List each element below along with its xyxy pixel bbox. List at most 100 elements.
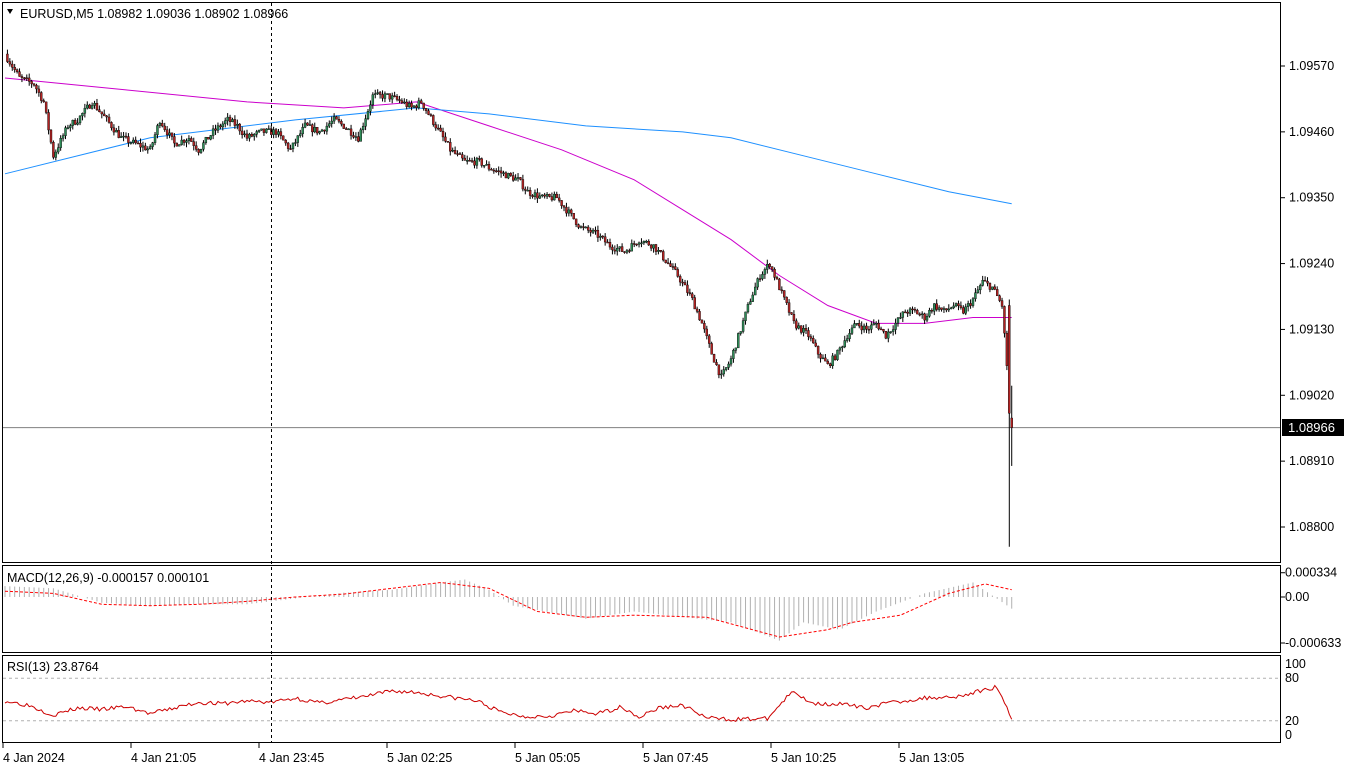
bear-candle bbox=[693, 297, 696, 310]
bear-candle bbox=[52, 142, 55, 158]
rsi-pane[interactable] bbox=[2, 655, 1281, 743]
price-y-tick-label: 1.09350 bbox=[1289, 191, 1334, 205]
bear-candle bbox=[671, 266, 675, 268]
bear-candle bbox=[785, 296, 788, 303]
bear-candle bbox=[608, 242, 612, 248]
bear-candle bbox=[904, 311, 907, 314]
bear-candle bbox=[647, 240, 650, 246]
bull-candle bbox=[599, 235, 602, 238]
bear-candle bbox=[107, 116, 111, 123]
bear-candle bbox=[860, 325, 863, 331]
bear-candle bbox=[940, 307, 943, 310]
bear-candle bbox=[98, 109, 101, 113]
bear-candle bbox=[773, 269, 776, 278]
bull-candle bbox=[831, 355, 834, 367]
bull-candle bbox=[567, 209, 571, 214]
bear-candle bbox=[393, 95, 396, 97]
bear-candle bbox=[170, 132, 174, 137]
bear-candle bbox=[6, 53, 9, 62]
bear-candle bbox=[531, 195, 534, 197]
bear-candle bbox=[342, 123, 345, 129]
bull-candle bbox=[618, 246, 621, 249]
bear-candle bbox=[28, 77, 31, 82]
bear-candle bbox=[15, 69, 19, 72]
dropdown-triangle-icon[interactable] bbox=[7, 9, 13, 14]
bear-candle bbox=[816, 345, 820, 355]
bear-candle bbox=[923, 313, 926, 321]
bear-candle bbox=[550, 196, 554, 201]
bear-candle bbox=[703, 323, 706, 330]
bull-candle bbox=[248, 133, 251, 139]
bull-candle bbox=[870, 324, 873, 330]
bull-candle bbox=[57, 147, 60, 153]
bear-candle bbox=[105, 115, 108, 118]
bull-candle bbox=[642, 240, 646, 244]
bull-candle bbox=[727, 363, 730, 368]
bear-candle bbox=[594, 229, 597, 232]
bear-candle bbox=[335, 116, 338, 120]
bull-candle bbox=[371, 94, 375, 105]
bull-candle bbox=[579, 226, 583, 228]
bull-candle bbox=[231, 119, 234, 123]
x-tick-label: 5 Jan 07:45 bbox=[643, 751, 708, 765]
bear-candle bbox=[456, 153, 459, 155]
bear-candle bbox=[780, 289, 784, 292]
bear-candle bbox=[577, 224, 580, 228]
bear-candle bbox=[996, 289, 999, 297]
bear-candle bbox=[436, 127, 440, 130]
bear-candle bbox=[681, 281, 684, 284]
bear-candle bbox=[20, 76, 24, 78]
bear-candle bbox=[95, 102, 99, 110]
bear-candle bbox=[487, 164, 491, 170]
bull-candle bbox=[71, 119, 74, 126]
bear-candle bbox=[930, 309, 934, 312]
bear-candle bbox=[587, 226, 590, 231]
bull-candle bbox=[180, 139, 183, 145]
x-tick-label: 5 Jan 13:05 bbox=[899, 751, 964, 765]
bear-candle bbox=[473, 160, 476, 166]
macd-pane[interactable] bbox=[2, 565, 1281, 653]
bear-candle bbox=[429, 114, 433, 116]
bear-candle bbox=[233, 119, 237, 126]
bear-candle bbox=[819, 354, 822, 359]
bull-candle bbox=[383, 93, 387, 99]
bear-candle bbox=[710, 343, 713, 355]
bear-candle bbox=[613, 249, 617, 252]
bull-candle bbox=[954, 303, 958, 307]
price-pane[interactable] bbox=[2, 2, 1281, 563]
bear-candle bbox=[127, 136, 130, 143]
bull-candle bbox=[54, 151, 58, 158]
bear-candle bbox=[282, 135, 285, 141]
bear-candle bbox=[792, 314, 796, 322]
bear-candle bbox=[512, 175, 515, 181]
current-price-tag bbox=[1282, 419, 1344, 436]
bear-candle bbox=[565, 206, 568, 214]
bull-candle bbox=[78, 115, 82, 124]
bull-candle bbox=[386, 93, 389, 95]
bear-candle bbox=[770, 266, 774, 270]
bull-candle bbox=[318, 131, 321, 134]
bull-candle bbox=[361, 126, 365, 131]
bear-candle bbox=[812, 338, 815, 344]
bear-candle bbox=[8, 61, 12, 65]
bull-candle bbox=[119, 136, 123, 138]
bull-candle bbox=[966, 303, 970, 307]
bear-candle bbox=[434, 124, 437, 129]
bull-candle bbox=[277, 131, 280, 135]
bear-candle bbox=[807, 330, 810, 337]
bear-candle bbox=[649, 244, 653, 249]
rsi-line bbox=[4, 684, 1013, 723]
bear-candle bbox=[337, 119, 341, 122]
bull-candle bbox=[129, 142, 133, 144]
bear-candle bbox=[574, 218, 578, 225]
bear-candle bbox=[422, 102, 425, 109]
bear-candle bbox=[833, 355, 837, 360]
bear-candle bbox=[478, 158, 481, 160]
bull-candle bbox=[976, 289, 980, 293]
bull-candle bbox=[766, 264, 769, 270]
bull-candle bbox=[908, 308, 912, 314]
bull-candle bbox=[821, 357, 825, 360]
bear-candle bbox=[345, 128, 348, 130]
